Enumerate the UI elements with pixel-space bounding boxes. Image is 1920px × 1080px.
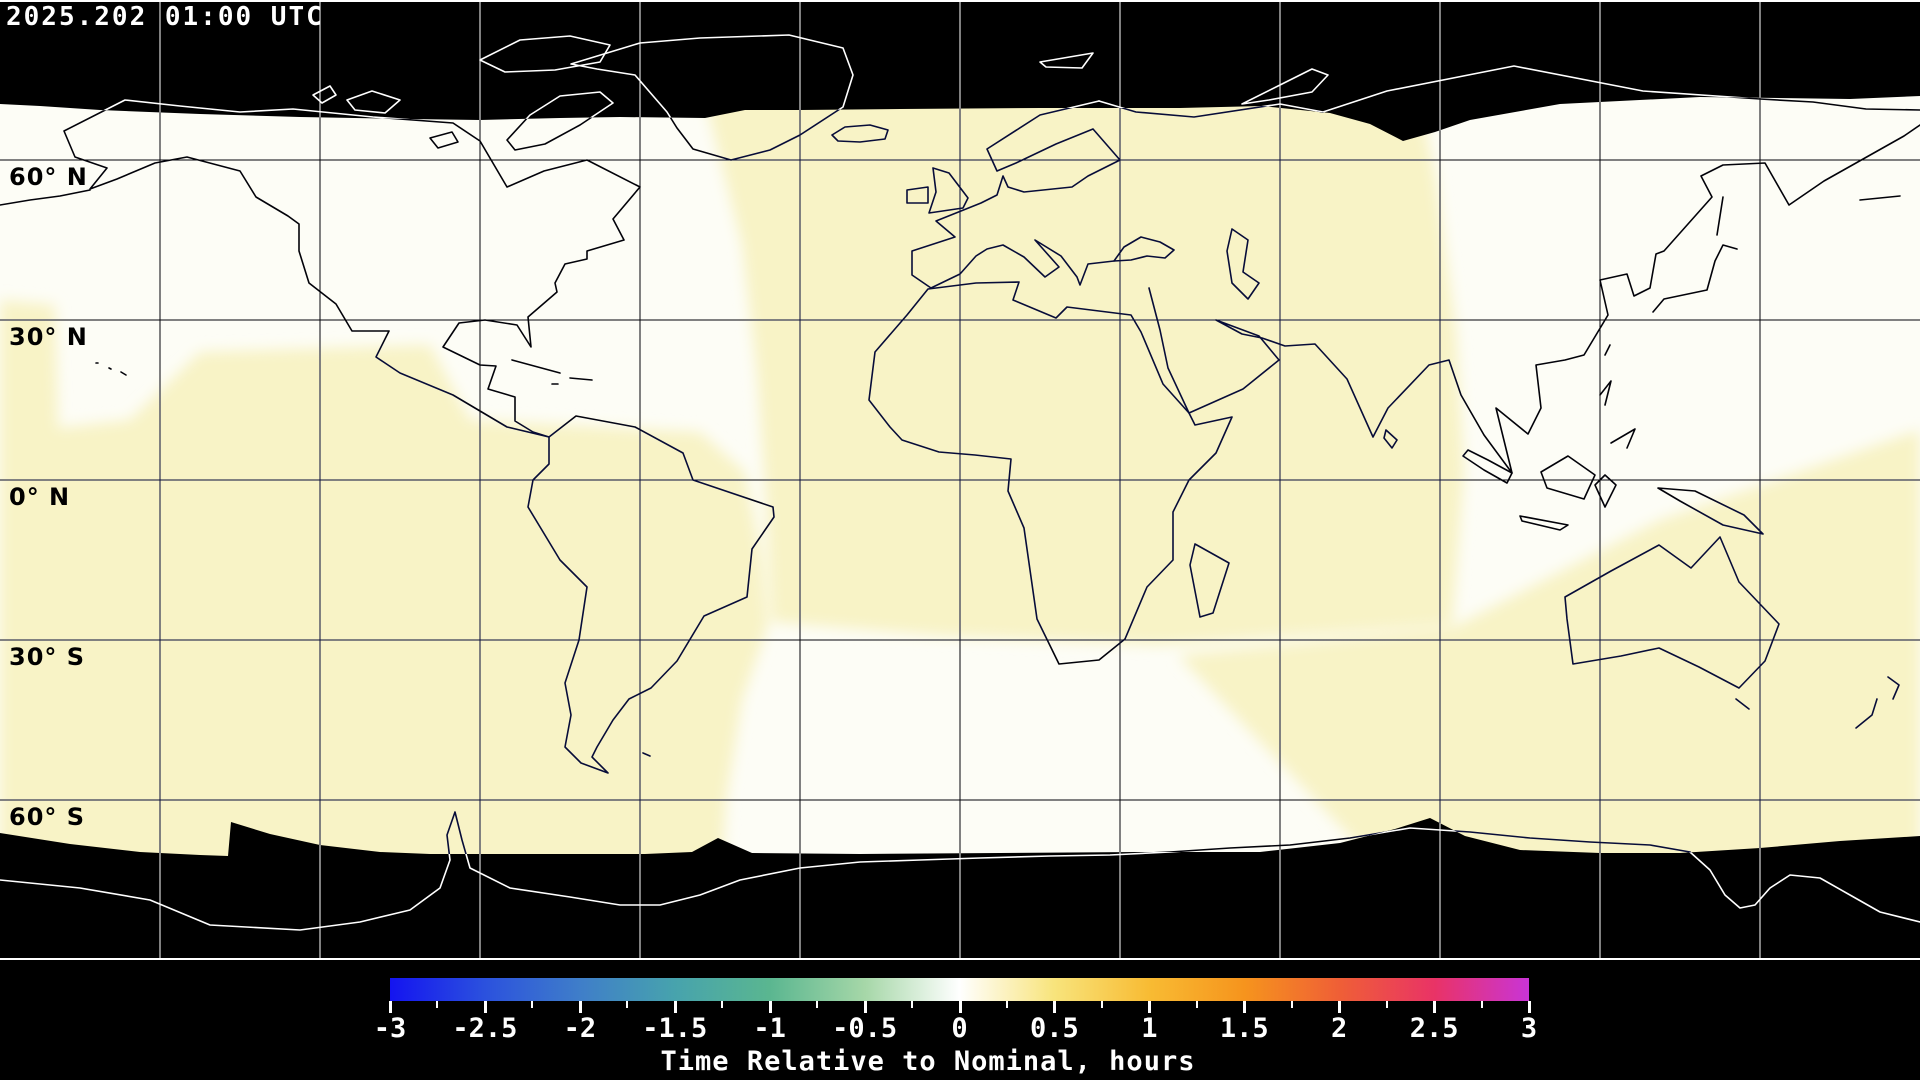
colorbar-tick-label: -2.5 [452, 1013, 518, 1044]
colorbar-tick-label: -1 [753, 1013, 786, 1044]
colorbar-minor-tick [911, 1001, 914, 1008]
colorbar-minor-tick [1195, 1001, 1198, 1008]
colorbar-tick-label: 0.5 [1030, 1013, 1079, 1044]
colorbar-minor-tick [436, 1001, 439, 1008]
latitude-label-60s: 60° S [9, 803, 86, 831]
coverage-swath-regions [0, 50, 1920, 940]
map-overlays [0, 0, 1920, 960]
colorbar-major-tick [1433, 1001, 1437, 1013]
colorbar-major-tick [768, 1001, 772, 1013]
latitude-label-60n: 60° N [9, 163, 88, 191]
colorbar-tick-label: -2 [563, 1013, 597, 1044]
colorbar-minor-tick [1290, 1001, 1293, 1008]
colorbar-minor-tick [1480, 1001, 1483, 1008]
swath-southwest [0, 345, 768, 940]
colorbar-minor-tick [721, 1001, 724, 1008]
colorbar-major-tick [673, 1001, 677, 1013]
colorbar-tick-label: 2 [1331, 1013, 1348, 1044]
latitude-label-0n: 0° N [9, 483, 71, 511]
colorbar-major-tick [1243, 1001, 1247, 1013]
latitude-label-30n: 30° N [9, 323, 88, 351]
colorbar-major-tick [958, 1001, 962, 1013]
colorbar-tick-label: 3 [1520, 1013, 1538, 1044]
swath-southeast [1178, 430, 1920, 940]
colorbar-major-tick [483, 1001, 487, 1013]
colorbar-minor-tick [1100, 1001, 1103, 1008]
coastlines [0, 34, 1920, 931]
colorbar-major-tick [389, 1001, 392, 1013]
swath-left-strip [0, 300, 58, 430]
graticule [0, 0, 1920, 960]
colorbar-tick-label: -1.5 [642, 1013, 708, 1044]
colorbar-tick-label: 1 [1141, 1013, 1158, 1044]
colorbar-minor-tick [1385, 1001, 1388, 1008]
colorbar-tick-label: 0 [951, 1013, 968, 1044]
colorbar-title: Time Relative to Nominal, hours [660, 1046, 1196, 1077]
colorbar-minor-tick [531, 1001, 534, 1008]
colorbar-major-tick [863, 1001, 867, 1013]
world-map [0, 0, 1920, 960]
colorbar-minor-tick [626, 1001, 629, 1008]
swath-central [694, 50, 1464, 645]
colorbar-gradient [390, 978, 1529, 1001]
colorbar-major-tick [1053, 1001, 1057, 1013]
colorbar-major-tick [1528, 1001, 1531, 1013]
colorbar-minor-tick [816, 1001, 819, 1008]
latitude-label-30s: 30° S [9, 643, 86, 671]
colorbar-major-tick [578, 1001, 582, 1013]
colorbar-tick-label: 1.5 [1219, 1013, 1269, 1044]
colorbar-tick-label: -0.5 [832, 1013, 898, 1044]
colorbar-tick-label: -3 [373, 1013, 407, 1044]
colorbar-major-tick [1148, 1001, 1152, 1013]
colorbar-tick-label: 2.5 [1409, 1013, 1459, 1044]
timestamp-label: 2025.202 01:00 UTC [6, 2, 324, 32]
colorbar-major-tick [1338, 1001, 1342, 1013]
colorbar-minor-tick [1005, 1001, 1008, 1008]
